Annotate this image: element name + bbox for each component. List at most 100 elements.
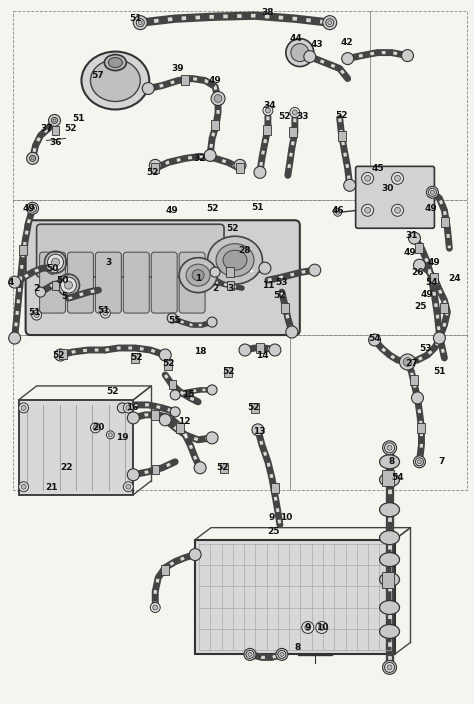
Text: 5: 5 xyxy=(61,291,68,301)
Text: 24: 24 xyxy=(448,274,461,282)
Ellipse shape xyxy=(380,624,400,639)
Text: 57: 57 xyxy=(91,71,104,80)
Circle shape xyxy=(334,208,342,216)
Bar xyxy=(224,367,232,377)
Ellipse shape xyxy=(380,553,400,567)
Circle shape xyxy=(280,653,284,656)
Ellipse shape xyxy=(208,237,263,284)
Circle shape xyxy=(259,262,271,274)
Text: 54: 54 xyxy=(425,277,438,287)
Circle shape xyxy=(123,403,133,413)
Ellipse shape xyxy=(380,572,400,586)
Circle shape xyxy=(384,662,394,672)
Circle shape xyxy=(394,175,401,182)
Circle shape xyxy=(149,159,161,171)
Circle shape xyxy=(189,548,201,560)
Circle shape xyxy=(286,326,298,338)
Circle shape xyxy=(244,648,256,660)
Bar xyxy=(161,565,169,574)
Text: 20: 20 xyxy=(92,423,105,432)
Circle shape xyxy=(159,414,171,426)
Text: 33: 33 xyxy=(297,112,309,121)
Ellipse shape xyxy=(186,264,210,286)
Ellipse shape xyxy=(104,55,127,70)
Bar xyxy=(164,360,172,370)
Text: 49: 49 xyxy=(209,76,221,85)
Circle shape xyxy=(159,349,171,361)
Text: 9: 9 xyxy=(305,623,311,632)
Bar xyxy=(281,303,289,313)
Bar xyxy=(18,400,133,495)
Circle shape xyxy=(167,313,177,323)
Circle shape xyxy=(31,157,34,160)
Bar xyxy=(151,410,159,420)
Circle shape xyxy=(326,19,334,27)
FancyBboxPatch shape xyxy=(67,252,93,313)
Circle shape xyxy=(28,204,36,213)
Circle shape xyxy=(401,49,413,61)
Bar xyxy=(226,267,234,277)
Text: 21: 21 xyxy=(46,483,58,492)
Circle shape xyxy=(137,19,144,27)
Text: 52: 52 xyxy=(52,351,65,360)
Text: 31: 31 xyxy=(405,231,418,240)
Circle shape xyxy=(21,406,26,410)
Circle shape xyxy=(248,653,252,656)
Text: 37: 37 xyxy=(40,124,53,133)
Ellipse shape xyxy=(82,51,149,110)
Text: 10: 10 xyxy=(280,513,292,522)
Bar xyxy=(211,120,219,130)
Bar xyxy=(176,423,184,433)
Circle shape xyxy=(118,403,128,413)
Circle shape xyxy=(214,94,222,102)
Bar xyxy=(337,132,346,142)
Circle shape xyxy=(394,207,401,213)
Circle shape xyxy=(319,624,325,631)
Circle shape xyxy=(316,622,328,634)
Circle shape xyxy=(428,189,437,196)
Circle shape xyxy=(387,665,392,670)
Text: 8: 8 xyxy=(295,643,301,652)
Bar xyxy=(271,483,279,493)
Bar xyxy=(416,243,423,253)
Text: 15: 15 xyxy=(182,391,194,399)
Text: 52: 52 xyxy=(279,112,291,121)
Text: 46: 46 xyxy=(331,206,344,215)
Bar xyxy=(52,126,59,135)
Circle shape xyxy=(263,106,273,115)
Circle shape xyxy=(430,190,434,194)
Text: 52: 52 xyxy=(273,291,286,300)
Circle shape xyxy=(207,317,217,327)
Ellipse shape xyxy=(192,270,204,281)
Text: 52: 52 xyxy=(206,203,219,213)
Ellipse shape xyxy=(216,244,254,277)
Circle shape xyxy=(239,344,251,356)
Bar xyxy=(195,540,394,655)
Bar xyxy=(256,343,264,353)
Circle shape xyxy=(194,462,206,474)
Circle shape xyxy=(18,403,28,413)
Circle shape xyxy=(128,412,139,424)
Text: 16: 16 xyxy=(126,403,138,413)
Circle shape xyxy=(304,51,316,63)
Circle shape xyxy=(170,407,180,417)
Circle shape xyxy=(387,446,392,451)
Circle shape xyxy=(9,332,21,344)
Text: 36: 36 xyxy=(49,138,62,147)
Text: 52: 52 xyxy=(106,387,118,396)
Circle shape xyxy=(246,650,254,658)
Text: 49: 49 xyxy=(166,206,179,215)
Circle shape xyxy=(411,392,423,404)
Text: 11: 11 xyxy=(262,281,274,289)
Circle shape xyxy=(413,455,426,467)
Ellipse shape xyxy=(380,455,400,469)
Text: 52: 52 xyxy=(64,124,77,133)
Text: 10: 10 xyxy=(316,623,328,632)
Ellipse shape xyxy=(179,258,217,293)
Circle shape xyxy=(133,15,147,30)
Bar xyxy=(382,470,393,486)
Circle shape xyxy=(18,482,28,491)
Bar xyxy=(263,125,271,135)
Text: 54: 54 xyxy=(368,334,381,343)
Text: 38: 38 xyxy=(262,8,274,17)
